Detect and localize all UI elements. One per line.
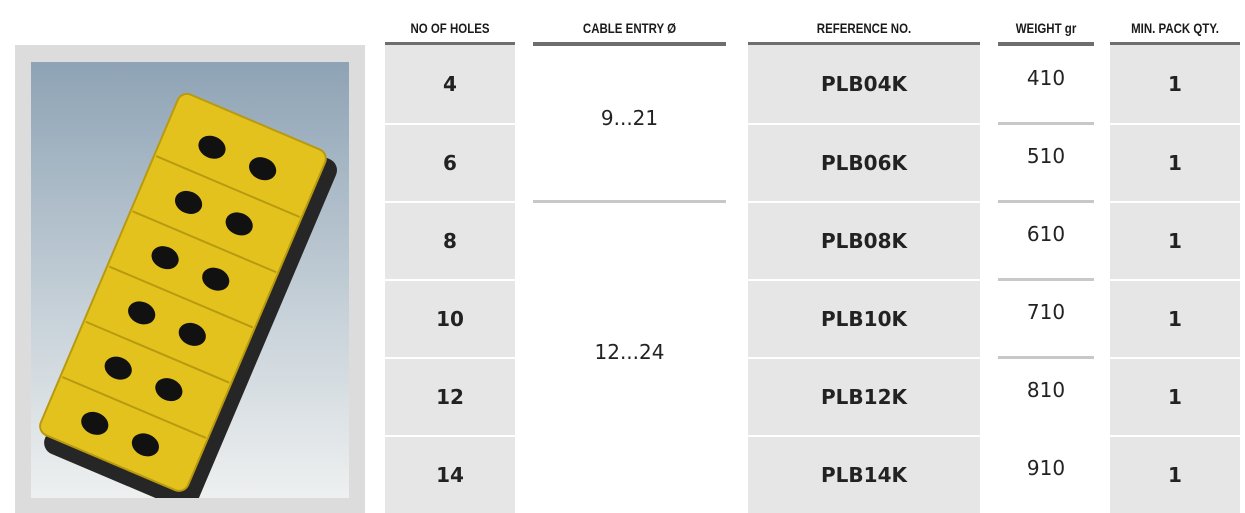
holes-cell: 6 [385, 125, 515, 201]
weight-cell: 810 [998, 357, 1094, 423]
product-photo-frame [15, 45, 365, 513]
holes-cell: 8 [385, 203, 515, 279]
weight-cell: 910 [998, 435, 1094, 501]
reference-cell: PLB04K [748, 45, 980, 123]
column-header: NO OF HOLES [380, 16, 519, 40]
holes-cell: 10 [385, 281, 515, 357]
pack-cell: 1 [1110, 203, 1240, 279]
product-photo [31, 62, 349, 498]
page: NO OF HOLES CABLE ENTRY Ø REFERENCE NO. WEI… [0, 0, 1245, 513]
reference-cell: PLB10K [748, 281, 980, 357]
reference-cell: PLB08K [748, 203, 980, 279]
cable-entry-cell: 12...24 [533, 201, 726, 503]
holes-cell: 4 [385, 45, 515, 123]
pack-cell: 1 [1110, 359, 1240, 435]
pack-cell: 1 [1110, 125, 1240, 201]
reference-cell: PLB14K [748, 437, 980, 513]
column-header: REFERENCE NO. [752, 16, 975, 40]
cable-entry-cell: 9...21 [533, 45, 726, 191]
reference-cell: PLB06K [748, 125, 980, 201]
column-header: WEIGHT gr [990, 16, 1102, 40]
pack-cell: 1 [1110, 281, 1240, 357]
holes-cell: 14 [385, 437, 515, 513]
weight-cell: 710 [998, 279, 1094, 345]
pack-cell: 1 [1110, 437, 1240, 513]
weight-cell: 510 [998, 123, 1094, 189]
reference-cell: PLB12K [748, 359, 980, 435]
weight-cell: 410 [998, 45, 1094, 111]
column-header: CABLE ENTRY Ø [534, 16, 725, 40]
holes-cell: 12 [385, 359, 515, 435]
column-header: MIN. PACK QTY. [1105, 16, 1244, 40]
weight-cell: 610 [998, 201, 1094, 267]
pack-cell: 1 [1110, 45, 1240, 123]
